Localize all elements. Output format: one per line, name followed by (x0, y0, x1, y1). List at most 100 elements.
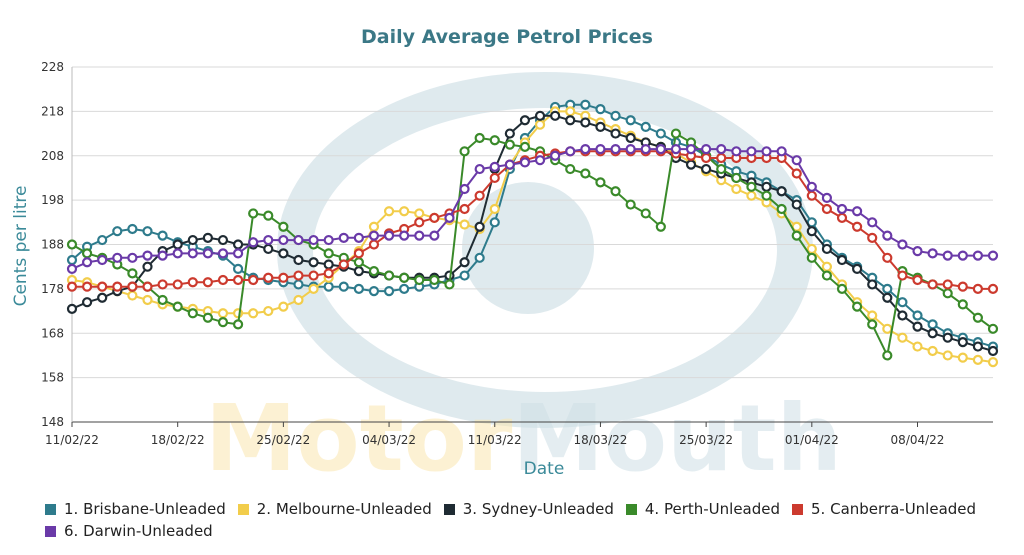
data-point[interactable] (263, 272, 274, 283)
data-point[interactable] (368, 239, 380, 250)
data-point[interactable] (172, 248, 183, 259)
data-point[interactable] (157, 279, 168, 290)
data-point[interactable] (368, 221, 380, 232)
data-point[interactable] (625, 132, 636, 144)
data-point[interactable] (429, 274, 440, 286)
data-point[interactable] (66, 254, 78, 266)
data-point[interactable] (821, 203, 833, 215)
data-point[interactable] (821, 270, 833, 281)
data-point[interactable] (640, 143, 651, 155)
data-point[interactable] (519, 157, 531, 168)
data-point[interactable] (867, 232, 878, 243)
data-point[interactable] (655, 143, 666, 155)
data-point[interactable] (670, 128, 682, 139)
data-point[interactable] (897, 297, 908, 308)
data-point[interactable] (489, 217, 500, 228)
data-point[interactable] (685, 159, 697, 170)
data-point[interactable] (353, 283, 364, 294)
data-point[interactable] (746, 190, 757, 201)
data-point[interactable] (867, 279, 878, 290)
data-point[interactable] (383, 270, 395, 281)
data-point[interactable] (867, 217, 878, 228)
data-point[interactable] (882, 323, 893, 334)
data-point[interactable] (323, 281, 334, 292)
data-point[interactable] (217, 234, 229, 246)
data-point[interactable] (716, 143, 727, 155)
data-point[interactable] (474, 163, 485, 175)
data-point[interactable] (232, 239, 244, 250)
data-point[interactable] (701, 152, 712, 164)
data-point[interactable] (489, 172, 500, 184)
data-point[interactable] (399, 230, 410, 241)
data-point[interactable] (836, 283, 848, 294)
data-point[interactable] (217, 308, 229, 319)
data-point[interactable] (338, 281, 349, 292)
data-point[interactable] (157, 294, 168, 306)
data-point[interactable] (927, 345, 938, 357)
data-point[interactable] (761, 190, 772, 201)
data-point[interactable] (278, 272, 289, 283)
data-point[interactable] (383, 285, 395, 297)
data-point[interactable] (610, 186, 621, 197)
data-point[interactable] (610, 110, 621, 121)
data-point[interactable] (202, 248, 213, 259)
data-point[interactable] (187, 234, 198, 246)
data-point[interactable] (731, 146, 742, 157)
data-point[interactable] (746, 181, 757, 192)
data-point[interactable] (127, 252, 138, 263)
data-point[interactable] (202, 277, 213, 288)
data-point[interactable] (852, 263, 863, 275)
data-point[interactable] (580, 143, 591, 155)
data-point[interactable] (444, 279, 455, 290)
data-point[interactable] (127, 223, 138, 235)
data-point[interactable] (112, 226, 123, 237)
data-point[interactable] (987, 283, 999, 294)
data-point[interactable] (942, 350, 953, 361)
data-point[interactable] (127, 281, 138, 292)
data-point[interactable] (987, 323, 999, 334)
data-point[interactable] (202, 232, 213, 243)
data-point[interactable] (957, 281, 968, 292)
data-point[interactable] (323, 234, 334, 246)
data-point[interactable] (897, 332, 908, 343)
data-point[interactable] (972, 341, 984, 352)
data-point[interactable] (776, 203, 787, 215)
data-point[interactable] (368, 266, 380, 277)
data-point[interactable] (459, 219, 470, 230)
data-point[interactable] (127, 268, 138, 279)
data-point[interactable] (836, 203, 848, 215)
data-point[interactable] (972, 283, 984, 294)
data-point[interactable] (399, 206, 410, 217)
data-point[interactable] (731, 172, 742, 184)
data-point[interactable] (927, 248, 938, 259)
data-point[interactable] (580, 117, 591, 128)
data-point[interactable] (806, 190, 817, 201)
data-point[interactable] (353, 248, 364, 259)
legend-item[interactable]: 6. Darwin-Unleaded (45, 520, 213, 542)
data-point[interactable] (957, 352, 968, 363)
data-point[interactable] (444, 212, 455, 223)
data-point[interactable] (353, 266, 364, 277)
data-point[interactable] (595, 177, 606, 188)
data-point[interactable] (806, 243, 817, 255)
data-point[interactable] (338, 259, 349, 270)
data-point[interactable] (519, 115, 531, 126)
data-point[interactable] (565, 106, 576, 117)
data-point[interactable] (323, 268, 334, 279)
data-point[interactable] (852, 206, 863, 217)
data-point[interactable] (882, 292, 893, 303)
data-point[interactable] (565, 146, 576, 157)
data-point[interactable] (882, 230, 893, 241)
data-point[interactable] (293, 254, 304, 266)
data-point[interactable] (580, 168, 591, 179)
data-point[interactable] (867, 310, 878, 321)
data-point[interactable] (383, 206, 395, 217)
data-point[interactable] (791, 199, 802, 210)
data-point[interactable] (353, 232, 364, 243)
data-point[interactable] (595, 121, 606, 133)
data-point[interactable] (987, 345, 999, 357)
data-point[interactable] (927, 279, 938, 290)
data-point[interactable] (217, 274, 229, 286)
data-point[interactable] (836, 254, 848, 266)
data-point[interactable] (640, 208, 651, 219)
